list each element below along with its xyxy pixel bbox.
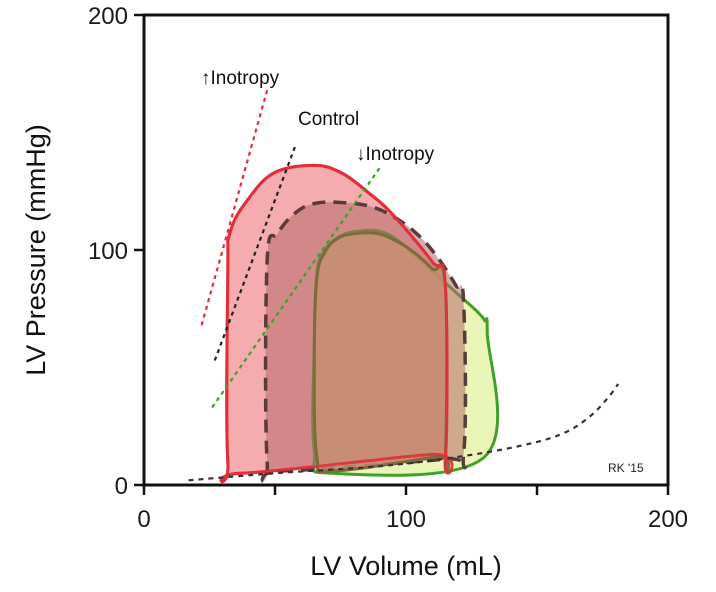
x-axis-title: LV Volume (mL) <box>310 551 502 581</box>
x-tick-label: 200 <box>648 506 688 533</box>
x-tick-label: 100 <box>386 506 426 533</box>
pv-loops <box>219 163 500 484</box>
annot-decreased-inotropy: ↓Inotropy <box>356 144 435 165</box>
y-axis-ticks: 0 100 200 <box>88 3 144 500</box>
espvr-line-control <box>213 143 297 361</box>
x-tick-label: 0 <box>137 506 150 533</box>
edpvr-curve <box>188 383 620 482</box>
y-tick-label: 100 <box>88 238 128 265</box>
espvr-line-increased <box>200 89 269 326</box>
pv-loop-overlap <box>312 231 451 474</box>
annot-increased-inotropy: ↑Inotropy <box>201 68 280 89</box>
annot-control: Control <box>298 109 359 130</box>
espvr-lines <box>200 89 381 409</box>
espvr-line-decreased <box>211 167 381 409</box>
credit-label: RK '15 <box>608 461 644 475</box>
x-axis-ticks: 0 100 200 <box>137 485 688 533</box>
pv-loop-increased-outline <box>219 163 454 484</box>
y-tick-label: 0 <box>115 473 128 500</box>
y-tick-label: 200 <box>88 3 128 30</box>
y-axis-title: LV Pressure (mmHg) <box>21 124 51 376</box>
